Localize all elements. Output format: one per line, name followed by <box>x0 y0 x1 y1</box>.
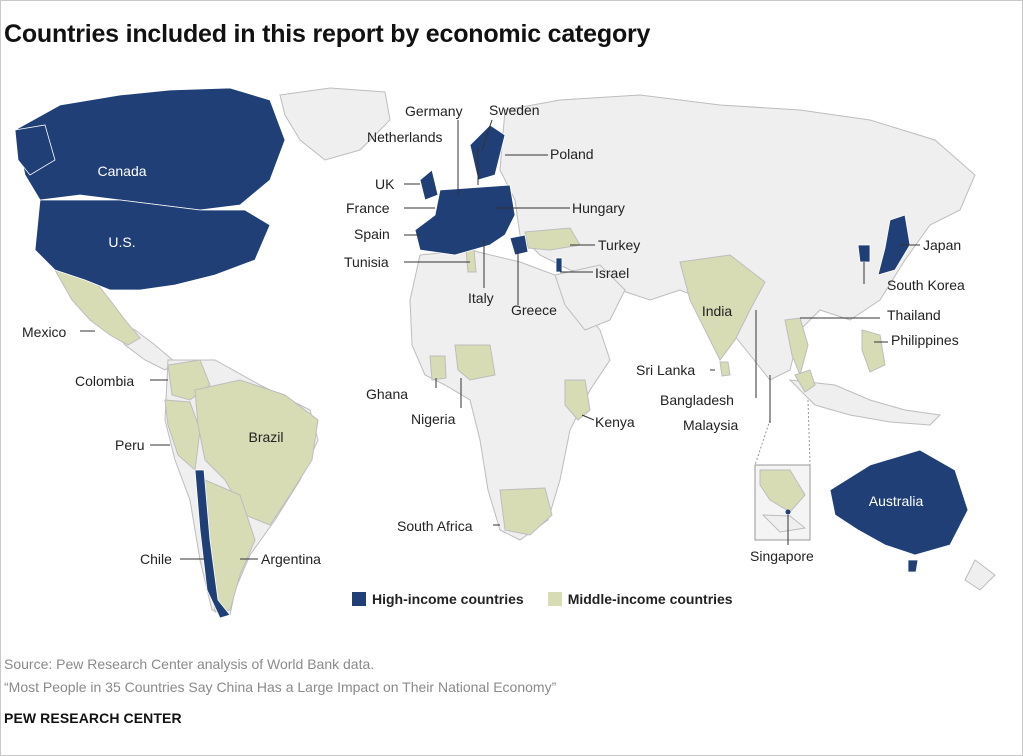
label-poland: Poland <box>550 146 594 162</box>
japan-shape <box>877 214 911 276</box>
malaysia-shape <box>794 369 816 393</box>
label-colombia: Colombia <box>75 373 134 389</box>
map-legend: High-income countries Middle-income coun… <box>352 591 733 607</box>
label-kenya: Kenya <box>595 414 635 430</box>
callout-leaders <box>80 119 920 560</box>
high-income-countries <box>14 87 969 619</box>
footer-source: Source: Pew Research Center analysis of … <box>4 656 375 672</box>
sri-lanka-shape <box>719 361 731 377</box>
label-singapore: Singapore <box>750 548 814 564</box>
footer-org: PEW RESEARCH CENTER <box>4 710 182 726</box>
legend-swatch-high-income <box>352 592 366 606</box>
israel-shape <box>555 257 563 273</box>
tasmania-shape <box>907 559 919 573</box>
india-shape <box>679 254 766 361</box>
chile-shape <box>194 469 231 619</box>
label-thailand: Thailand <box>887 307 941 323</box>
kenya-shape <box>564 379 591 421</box>
footer-report-title: “Most People in 35 Countries Say China H… <box>4 679 557 695</box>
label-sri-lanka: Sri Lanka <box>636 362 695 378</box>
label-ghana: Ghana <box>366 386 408 402</box>
nigeria-shape <box>454 344 496 381</box>
legend-label-high-income: High-income countries <box>372 591 524 607</box>
label-south-korea: South Korea <box>887 277 965 293</box>
mexico-shape <box>54 269 141 346</box>
canada-shape <box>14 87 286 211</box>
map-title: Countries included in this report by eco… <box>4 20 651 48</box>
label-france: France <box>346 200 390 216</box>
label-india: India <box>702 303 733 319</box>
arabia-shape <box>554 264 626 331</box>
legend-swatch-middle-income <box>547 592 562 606</box>
label-israel: Israel <box>595 265 629 281</box>
legend-label-middle-income: Middle-income countries <box>567 591 733 607</box>
label-japan: Japan <box>923 237 961 253</box>
label-germany: Germany <box>405 103 463 119</box>
label-canada: Canada <box>97 163 146 179</box>
label-philippines: Philippines <box>891 332 959 348</box>
singapore-inset <box>754 399 811 541</box>
brazil-shape <box>194 379 319 526</box>
us-shape <box>34 199 271 291</box>
australia-shape <box>829 449 969 556</box>
middle-income-countries <box>54 227 886 613</box>
turkey-shape <box>524 227 581 251</box>
label-spain: Spain <box>354 226 390 242</box>
alaska-shape <box>14 124 56 176</box>
greece-shape <box>509 234 529 256</box>
label-south-africa: South Africa <box>397 518 473 534</box>
indonesia-shape <box>788 379 942 426</box>
south-africa-shape <box>499 487 553 536</box>
label-hungary: Hungary <box>572 200 625 216</box>
label-italy: Italy <box>468 290 494 306</box>
label-nigeria: Nigeria <box>411 411 456 427</box>
tunisia-shape <box>465 249 477 273</box>
label-netherlands: Netherlands <box>367 129 443 145</box>
label-peru: Peru <box>115 437 145 453</box>
western-europe-shape <box>414 184 516 256</box>
label-turkey: Turkey <box>598 237 640 253</box>
uk-shape <box>419 169 439 201</box>
label-sweden: Sweden <box>489 102 540 118</box>
label-chile: Chile <box>140 551 172 567</box>
map-labels: Canada U.S. Brazil India Australia Germa… <box>22 102 965 567</box>
label-us: U.S. <box>108 234 135 250</box>
new-zealand-shape <box>964 559 996 591</box>
label-mexico: Mexico <box>22 324 67 340</box>
thailand-shape <box>784 317 809 377</box>
label-malaysia: Malaysia <box>683 417 738 433</box>
label-tunisia: Tunisia <box>344 254 389 270</box>
label-uk: UK <box>375 176 395 192</box>
sweden-shape <box>469 124 506 181</box>
greenland-shape <box>279 87 391 161</box>
label-bangladesh: Bangladesh <box>660 392 734 408</box>
philippines-shape <box>861 329 886 373</box>
ghana-shape <box>429 355 447 381</box>
label-greece: Greece <box>511 302 557 318</box>
label-brazil: Brazil <box>248 429 283 445</box>
label-australia: Australia <box>869 493 924 509</box>
south-korea-shape <box>857 244 871 263</box>
label-argentina: Argentina <box>261 551 321 567</box>
